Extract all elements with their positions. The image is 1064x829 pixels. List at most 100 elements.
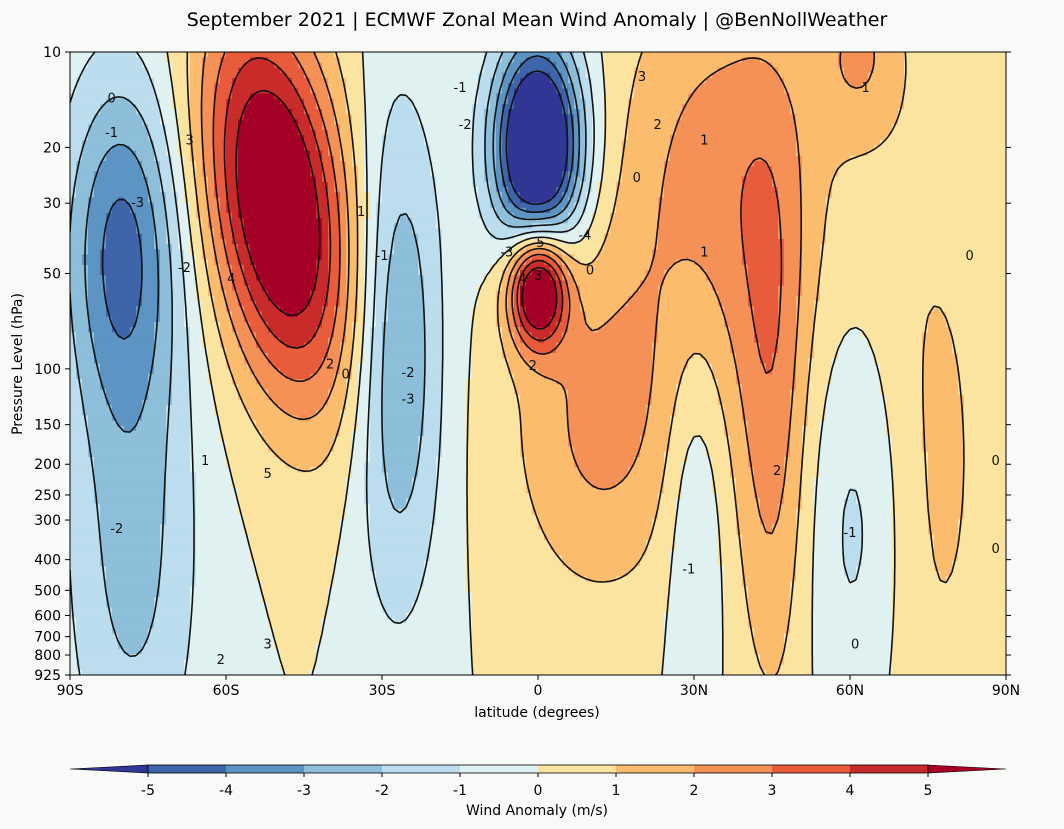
field-cell (400, 186, 407, 193)
field-cell (616, 145, 623, 152)
field-cell (514, 72, 521, 79)
field-cell (742, 166, 749, 173)
field-cell (922, 186, 929, 193)
field-cell (178, 93, 185, 100)
field-cell (952, 140, 959, 147)
field-cell (268, 119, 275, 126)
field-cell (340, 103, 347, 110)
field-cell (874, 114, 881, 121)
field-cell (556, 77, 563, 84)
field-cell (676, 124, 683, 131)
field-cell (262, 176, 269, 183)
field-cell (526, 88, 533, 95)
field-cell (160, 186, 167, 193)
field-cell (574, 161, 581, 167)
field-cell (190, 72, 197, 79)
field-cell (274, 109, 281, 115)
field-cell (604, 150, 611, 157)
field-cell (136, 57, 143, 63)
field-cell (328, 145, 335, 152)
field-cell (178, 103, 185, 110)
field-cell (154, 171, 161, 178)
field-cell (388, 161, 395, 167)
field-cell (988, 109, 995, 115)
field-cell (430, 212, 437, 219)
field-cell (172, 181, 179, 188)
field-cell (358, 202, 365, 209)
field-cell (586, 166, 593, 173)
field-cell (316, 171, 323, 178)
field-cell (340, 93, 347, 100)
field-cell (646, 207, 653, 214)
field-cell (784, 197, 791, 204)
field-cell (796, 109, 803, 115)
field-cell (562, 186, 569, 193)
field-cell (424, 98, 431, 105)
field-cell (760, 83, 767, 89)
field-cell (706, 77, 713, 84)
field-cell (424, 62, 431, 69)
field-cell (604, 93, 611, 100)
field-cell (124, 155, 131, 162)
field-cell (814, 103, 821, 110)
field-cell (796, 83, 803, 89)
field-cell (676, 145, 683, 152)
field-cell (874, 192, 881, 198)
field-cell (922, 52, 929, 58)
field-cell (334, 67, 341, 74)
field-cell (220, 186, 227, 193)
field-cell (442, 98, 449, 105)
field-cell (742, 161, 749, 167)
field-cell (646, 161, 653, 167)
field-cell (298, 197, 305, 204)
field-cell (460, 212, 467, 219)
field-cell (946, 171, 953, 178)
field-cell (280, 88, 287, 95)
field-cell (400, 103, 407, 110)
field-cell (742, 119, 749, 126)
field-cell (196, 145, 203, 152)
field-cell (898, 77, 905, 84)
field-cell (364, 88, 371, 95)
field-cell (964, 72, 971, 79)
field-cell (1000, 135, 1006, 141)
field-cell (958, 114, 965, 121)
field-cell (520, 212, 527, 219)
field-cell (700, 119, 707, 126)
field-cell (556, 62, 563, 69)
field-cell (358, 145, 365, 152)
field-cell (970, 166, 977, 173)
field-cell (304, 98, 311, 105)
field-cell (706, 103, 713, 110)
field-cell (400, 145, 407, 152)
field-cell (946, 181, 953, 188)
field-cell (682, 207, 689, 214)
field-cell (562, 176, 569, 183)
field-cell (658, 161, 665, 167)
field-cell (706, 57, 713, 63)
field-cell (352, 67, 359, 74)
field-cell (628, 166, 635, 173)
field-cell (538, 155, 545, 162)
field-cell (910, 161, 917, 167)
field-cell (754, 192, 761, 198)
field-cell (328, 197, 335, 204)
field-cell (160, 98, 167, 105)
field-cell (94, 88, 101, 95)
field-cell (844, 57, 851, 63)
field-cell (970, 155, 977, 162)
field-cell (394, 124, 401, 131)
field-cell (412, 98, 419, 105)
field-cell (538, 119, 545, 126)
field-cell (760, 155, 767, 162)
field-cell (88, 176, 95, 183)
field-cell (586, 197, 593, 204)
field-cell (412, 171, 419, 178)
field-cell (238, 207, 245, 214)
field-cell (634, 103, 641, 110)
field-cell (514, 140, 521, 147)
field-cell (256, 161, 263, 167)
field-cell (124, 166, 131, 173)
field-cell (604, 83, 611, 89)
field-cell (274, 186, 281, 193)
